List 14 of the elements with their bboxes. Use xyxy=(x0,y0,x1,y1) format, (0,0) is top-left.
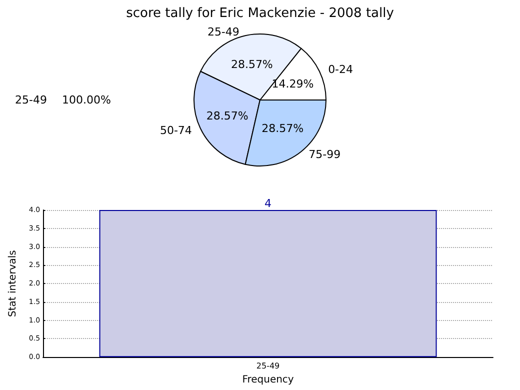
slice-label: 25-49 xyxy=(207,25,240,38)
data-label: 28.57% xyxy=(230,58,273,72)
y-axis-title: Stat intervals xyxy=(8,250,18,317)
slice-label: 75-99 xyxy=(308,148,341,162)
text: 25-49 xyxy=(15,94,47,106)
slice-label: 0-24 xyxy=(328,63,354,76)
x-axis-title: Frequency xyxy=(242,374,294,386)
slice-label: 50-74 xyxy=(160,124,192,137)
data-label: 28.57% xyxy=(206,109,248,122)
data-label: 28.57% xyxy=(262,122,304,135)
data-label: 4 xyxy=(264,197,272,210)
text: 100.00% xyxy=(62,94,111,106)
chart-title: score tally for Eric Mackenzie - 2008 tally xyxy=(126,6,394,21)
data-label: 14.29% xyxy=(272,78,314,91)
